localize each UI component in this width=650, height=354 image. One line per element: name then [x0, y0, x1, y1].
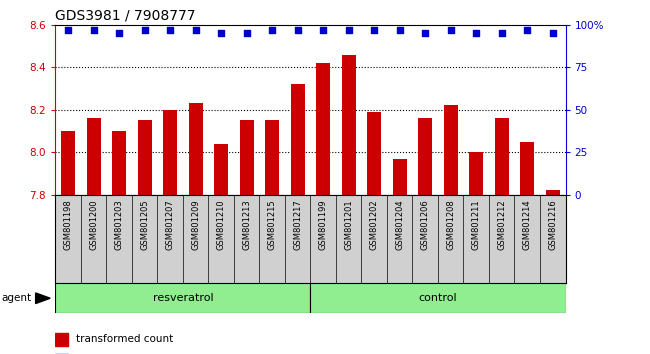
- Bar: [291, 84, 305, 195]
- Point: [267, 27, 278, 33]
- Point: [471, 30, 482, 36]
- Text: agent: agent: [1, 293, 31, 303]
- Bar: [367, 112, 381, 195]
- Bar: [546, 190, 560, 195]
- Bar: [342, 55, 356, 195]
- FancyBboxPatch shape: [55, 283, 311, 313]
- Text: GSM801206: GSM801206: [421, 199, 430, 250]
- Bar: [55, 333, 68, 346]
- Point: [114, 30, 124, 36]
- Point: [445, 27, 456, 33]
- Bar: [495, 118, 509, 195]
- Bar: [138, 120, 151, 195]
- Bar: [240, 120, 254, 195]
- Bar: [86, 118, 101, 195]
- Text: GSM801204: GSM801204: [395, 199, 404, 250]
- Text: GSM801200: GSM801200: [89, 199, 98, 250]
- Point: [547, 30, 558, 36]
- Point: [369, 27, 380, 33]
- Bar: [316, 63, 330, 195]
- Text: GSM801212: GSM801212: [497, 199, 506, 250]
- Text: GSM801216: GSM801216: [548, 199, 557, 250]
- Point: [139, 27, 150, 33]
- Text: GSM801210: GSM801210: [216, 199, 226, 250]
- Point: [395, 27, 405, 33]
- Text: GSM801217: GSM801217: [293, 199, 302, 250]
- Text: GSM801209: GSM801209: [191, 199, 200, 250]
- Point: [343, 27, 354, 33]
- Bar: [163, 110, 177, 195]
- Bar: [444, 105, 458, 195]
- Text: GSM801199: GSM801199: [318, 199, 328, 250]
- Text: GSM801203: GSM801203: [114, 199, 124, 250]
- Bar: [469, 152, 483, 195]
- Point: [318, 27, 328, 33]
- Text: GSM801201: GSM801201: [344, 199, 353, 250]
- Text: GSM801202: GSM801202: [370, 199, 379, 250]
- Point: [216, 30, 226, 36]
- Bar: [214, 144, 228, 195]
- Point: [522, 27, 532, 33]
- Bar: [61, 131, 75, 195]
- Polygon shape: [36, 293, 50, 304]
- Bar: [265, 120, 279, 195]
- Bar: [520, 142, 534, 195]
- Point: [241, 30, 252, 36]
- Bar: [112, 131, 126, 195]
- Bar: [393, 159, 407, 195]
- Text: GSM801207: GSM801207: [166, 199, 175, 250]
- Point: [190, 27, 201, 33]
- Point: [497, 30, 507, 36]
- Point: [292, 27, 303, 33]
- Text: GSM801208: GSM801208: [446, 199, 455, 250]
- Point: [420, 30, 430, 36]
- FancyBboxPatch shape: [311, 283, 566, 313]
- Text: resveratrol: resveratrol: [153, 293, 213, 303]
- Text: GSM801198: GSM801198: [64, 199, 73, 250]
- Point: [88, 27, 99, 33]
- Text: GSM801214: GSM801214: [523, 199, 532, 250]
- Bar: [418, 118, 432, 195]
- Text: GSM801215: GSM801215: [268, 199, 277, 250]
- Text: GSM801213: GSM801213: [242, 199, 251, 250]
- Text: GSM801211: GSM801211: [472, 199, 481, 250]
- Text: control: control: [419, 293, 457, 303]
- Bar: [188, 103, 203, 195]
- Point: [165, 27, 176, 33]
- Text: transformed count: transformed count: [75, 334, 173, 344]
- Text: GDS3981 / 7908777: GDS3981 / 7908777: [55, 9, 196, 23]
- Point: [63, 27, 73, 33]
- Text: GSM801205: GSM801205: [140, 199, 149, 250]
